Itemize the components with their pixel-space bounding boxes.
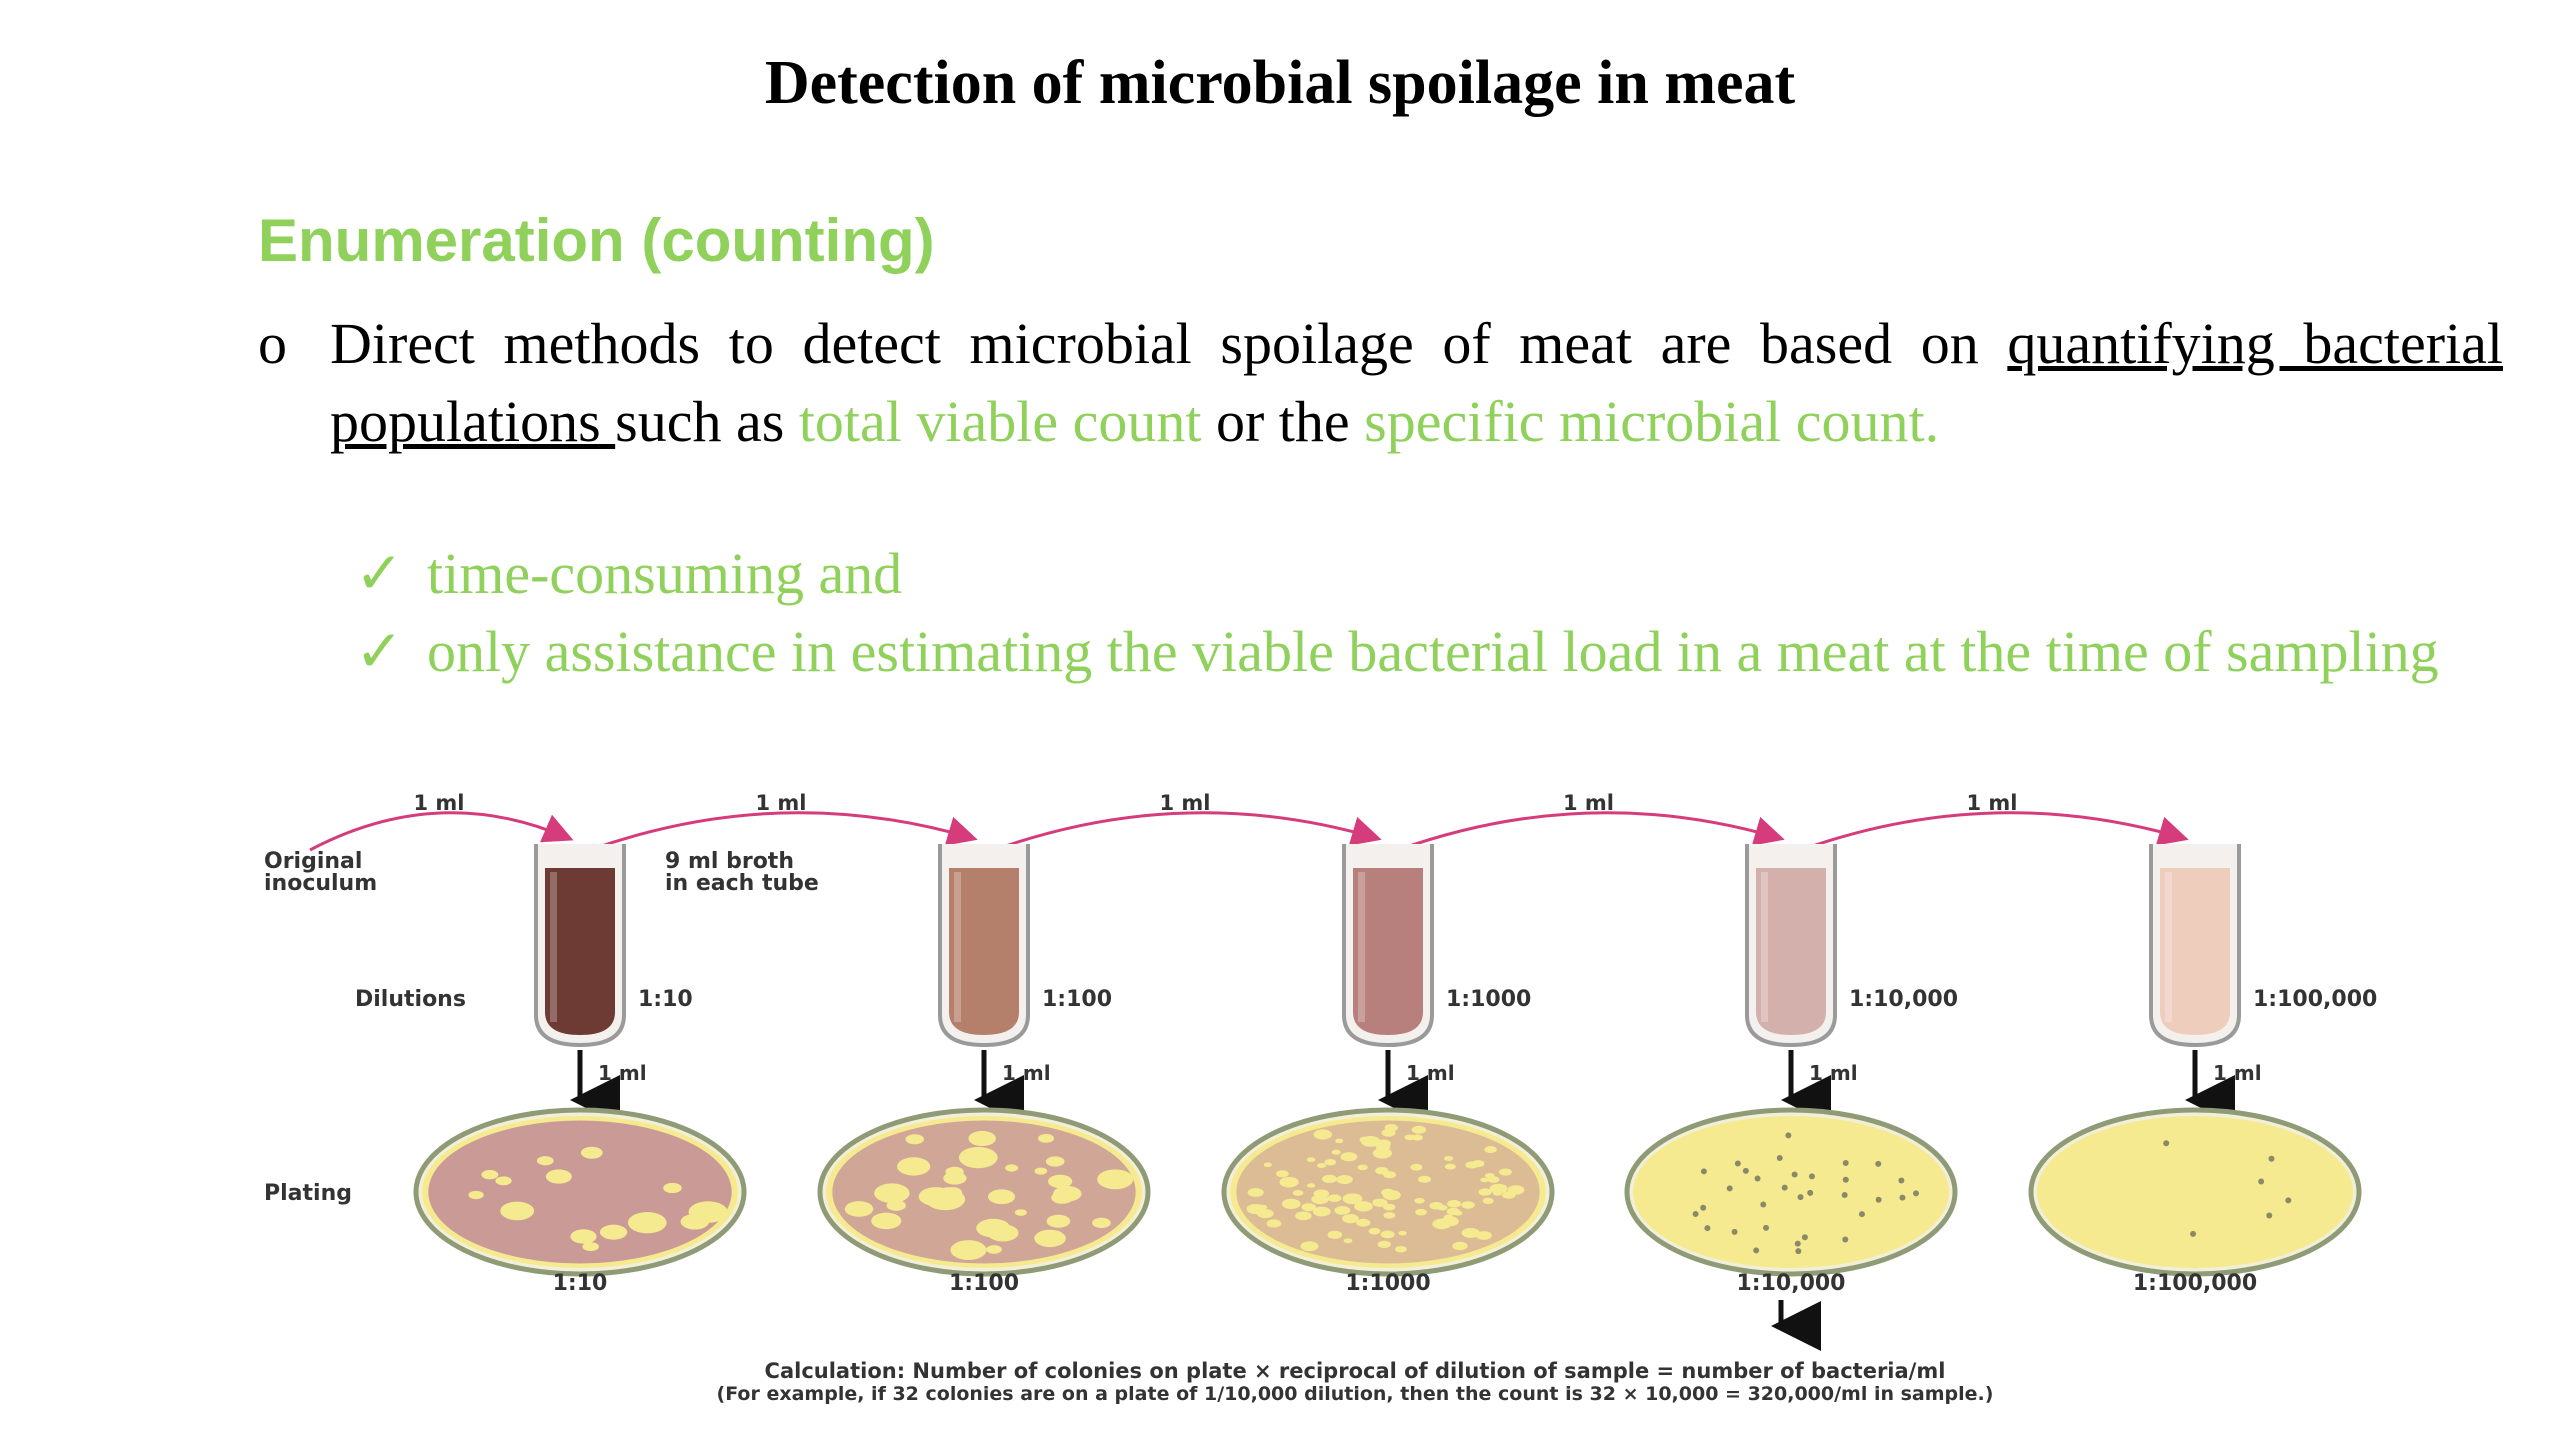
transfer-arrow bbox=[1397, 811, 1785, 852]
calculation-line-2: (For example, if 32 colonies are on a pl… bbox=[717, 1383, 1994, 1405]
agar-plate: 1:100 bbox=[817, 1107, 1151, 1296]
transfer-volume-label: 1 ml bbox=[1563, 791, 1614, 815]
underlined-phrase: quantifying bacterial populations bbox=[330, 311, 2503, 454]
agar-plate: 1:1000 bbox=[1221, 1107, 1555, 1296]
plates-layer: 1:10 1:100 1:1000 1:10,000 1:100,000 bbox=[413, 1107, 2362, 1296]
dilution-tube: 1:100,000 1 ml bbox=[2149, 844, 2377, 1125]
checkmark-icon: ✓ bbox=[355, 541, 404, 606]
paragraph-part1: Direct methods to detect microbial spoil… bbox=[330, 311, 2008, 376]
highlight-total-viable-count: total viable count bbox=[798, 389, 1202, 454]
original-inoculum-label: Original inoculum bbox=[264, 849, 377, 896]
dilution-ratio-label: 1:10 bbox=[638, 987, 693, 1012]
plate-transfer-label: 1 ml bbox=[1809, 1061, 1858, 1085]
check-item: ✓ only assistance in estimating the viab… bbox=[355, 613, 2503, 691]
plate-dilution-label: 1:1000 bbox=[1345, 1271, 1430, 1296]
paragraph-part2: such as bbox=[615, 389, 799, 454]
agar-plate: 1:100,000 bbox=[2028, 1107, 2362, 1296]
main-paragraph: o Direct methods to detect microbial spo… bbox=[258, 305, 2503, 461]
plate-dilution-label: 1:100,000 bbox=[2133, 1271, 2257, 1296]
plate-dilution-label: 1:100 bbox=[949, 1271, 1019, 1296]
agar-plate: 1:10 bbox=[413, 1107, 747, 1296]
transfer-volume-label: 1 ml bbox=[1159, 791, 1210, 815]
dilution-ratio-label: 1:100,000 bbox=[2253, 987, 2377, 1012]
dilutions-label: Dilutions bbox=[355, 987, 466, 1012]
dilution-ratio-label: 1:10,000 bbox=[1849, 987, 1958, 1012]
paragraph-part3: or the bbox=[1201, 389, 1365, 454]
transfer-volume-label: 1 ml bbox=[413, 791, 464, 815]
agar-plate: 1:10,000 bbox=[1624, 1107, 1958, 1296]
slide-title: Detection of microbial spoilage in meat bbox=[764, 49, 1796, 117]
transfer-arrow bbox=[309, 811, 574, 852]
dilution-ratio-label: 1:100 bbox=[1042, 987, 1112, 1012]
dilution-tube: 1:10 1 ml bbox=[534, 844, 693, 1125]
paragraph-text: Direct methods to detect microbial spoil… bbox=[330, 305, 2503, 461]
check-item-text: time-consuming and bbox=[427, 541, 903, 606]
checkmark-icon: ✓ bbox=[355, 619, 404, 684]
broth-note: 9 ml broth in each tube bbox=[665, 849, 819, 896]
dilution-tube: 1:100 1 ml bbox=[938, 844, 1112, 1125]
highlight-specific-microbial-count: specific microbial count. bbox=[1364, 389, 1940, 454]
dilution-ratio-label: 1:1000 bbox=[1446, 987, 1531, 1012]
dilution-tube: 1:10,000 1 ml bbox=[1745, 844, 1958, 1125]
calculation-line-1: Calculation: Number of colonies on plate… bbox=[765, 1359, 1946, 1383]
dilution-tube: 1:1000 1 ml bbox=[1342, 844, 1531, 1125]
plate-transfer-label: 1 ml bbox=[1002, 1061, 1051, 1085]
plate-dilution-label: 1:10 bbox=[553, 1271, 608, 1296]
plate-transfer-label: 1 ml bbox=[1406, 1061, 1455, 1085]
check-item-text: only assistance in estimating the viable… bbox=[427, 619, 2439, 684]
transfer-arrow bbox=[589, 811, 978, 852]
checklist: ✓ time-consuming and ✓ only assistance i… bbox=[355, 535, 2503, 691]
transfer-arrow bbox=[993, 811, 1382, 852]
plate-transfer-label: 1 ml bbox=[2213, 1061, 2262, 1085]
transfer-volume-label: 1 ml bbox=[1966, 791, 2017, 815]
bullet-marker: o bbox=[258, 311, 287, 376]
plate-dilution-label: 1:10,000 bbox=[1736, 1271, 1845, 1296]
serial-dilution-diagram: Original inoculum 9 ml broth in each tub… bbox=[264, 791, 2377, 1405]
plate-transfer-label: 1 ml bbox=[598, 1061, 647, 1085]
transfer-volume-label: 1 ml bbox=[755, 791, 806, 815]
plating-label: Plating bbox=[264, 1181, 352, 1206]
check-item: ✓ time-consuming and bbox=[355, 535, 2503, 613]
transfer-arrow bbox=[1800, 811, 2189, 852]
section-heading: Enumeration (counting) bbox=[258, 207, 935, 274]
